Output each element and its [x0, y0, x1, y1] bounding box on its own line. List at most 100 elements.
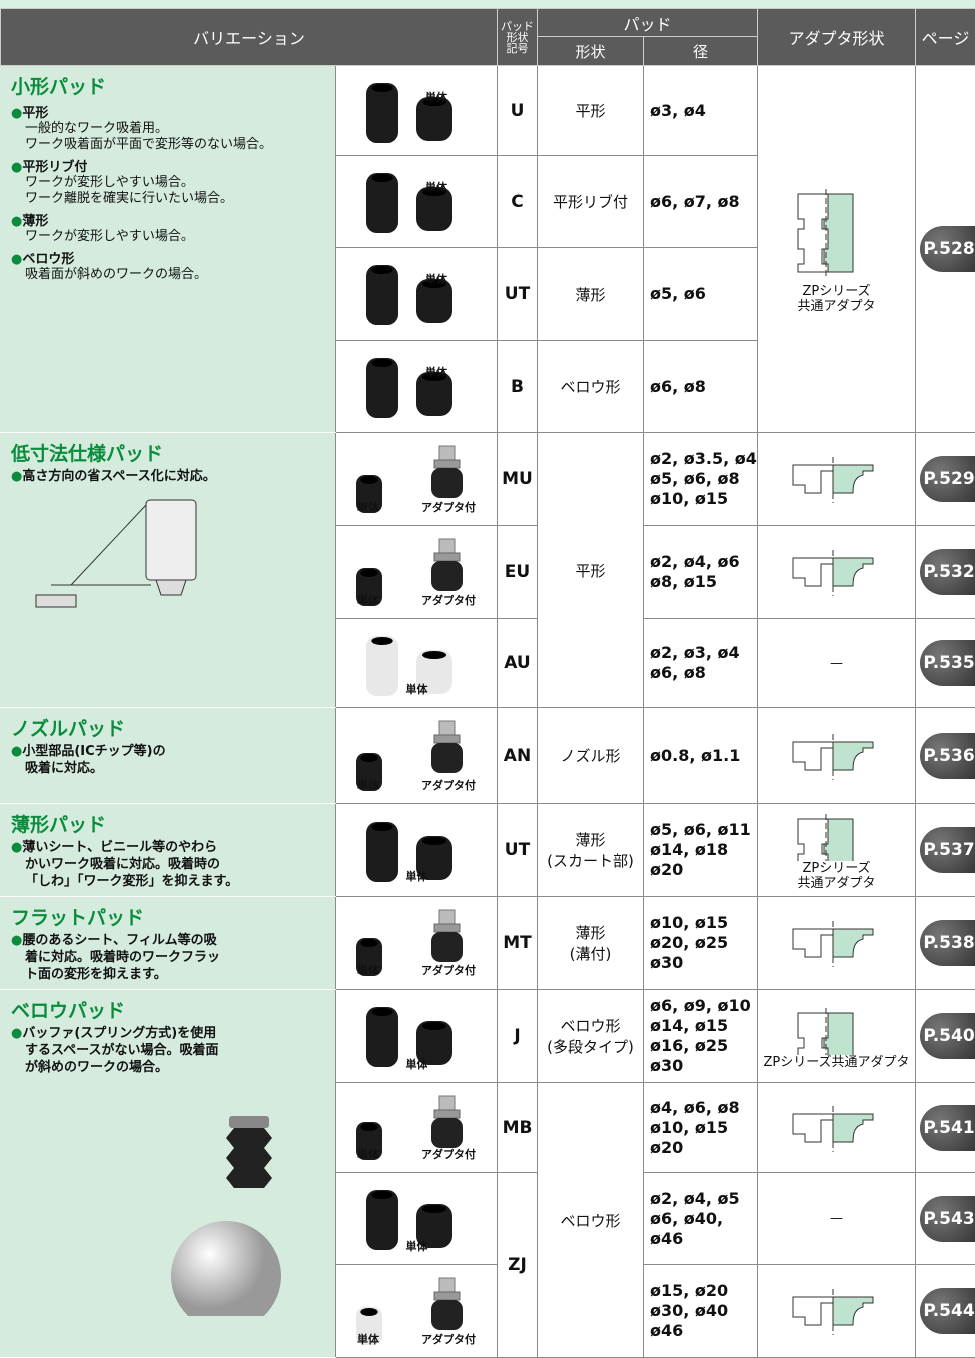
image-cell: 単体	[336, 619, 498, 708]
item-desc: 吸着面が斜めのワークの場合。	[11, 267, 325, 283]
diameter-line: ø5, ø6	[650, 284, 757, 304]
image-box: 単体	[336, 75, 497, 147]
desc-line: 一般的なワーク吸着用。	[25, 121, 325, 137]
image-labels: 単体	[336, 271, 497, 287]
page-badge: P.541	[920, 1105, 975, 1151]
image-cell: 単体アダプタ付	[336, 708, 498, 804]
pad-image	[336, 350, 496, 424]
image-labels: 単体	[336, 179, 497, 195]
image-box: 単体	[336, 814, 497, 886]
image-box: 単体アダプタ付	[336, 442, 497, 517]
image-label: 単体	[357, 1146, 379, 1162]
image-labels: 単体	[336, 364, 497, 380]
adapter-drawing	[758, 809, 908, 861]
diameter-line: ø30	[650, 1056, 757, 1076]
image-label: アダプタ付	[421, 499, 476, 515]
pad-image	[336, 257, 496, 332]
diameter-line: ø0.8, ø1.1	[650, 746, 757, 766]
page-badge: P.544	[920, 1288, 975, 1334]
group-desc: 高さ方向の省スペース化に対応。	[11, 468, 325, 485]
shape-cell: 平形	[538, 66, 644, 156]
image-label: 単体	[425, 89, 447, 105]
image-cell: 単体アダプタ付	[336, 526, 498, 619]
group-title: ノズルパッド	[11, 714, 325, 741]
variation-table: バリエーション パッド形状記号 パッド アダプタ形状 ページ 形状 径 小形パッ…	[0, 8, 975, 1358]
shape-cell: 薄形	[538, 248, 644, 341]
diameter-line: ø16, ø25	[650, 1036, 757, 1056]
table-body: 小形パッド平形一般的なワーク吸着用。ワーク吸着面が平面で変形等のない場合。平形リ…	[1, 66, 975, 1358]
header-code: パッド形状記号	[498, 9, 538, 66]
diameter-line: ø6, ø7, ø8	[650, 192, 757, 212]
desc-line: 着に対応。吸着時のワークフラッ	[11, 949, 325, 966]
table-row: ノズルパッド小型部品(ICチップ等)の吸着に対応。単体アダプタ付ANノズル形ø0…	[1, 708, 975, 804]
shape-line: 平形	[538, 100, 643, 121]
page-cell: P.535	[916, 619, 975, 708]
illustration	[11, 1076, 311, 1316]
adapter-drawing	[758, 1003, 908, 1055]
code-cell: EU	[498, 526, 538, 619]
diameter-cell: ø6, ø8	[644, 341, 758, 433]
diameter-line: ø15, ø20	[650, 1281, 757, 1301]
page-badge: P.543	[920, 1196, 975, 1242]
image-cell: 単体	[336, 248, 498, 341]
group-cell: フラットパッド腰のあるシート、フィルム等の吸着に対応。吸着時のワークフラット面の…	[1, 897, 336, 990]
page-badge: P.536	[920, 733, 975, 779]
page-badge: P.537	[920, 827, 975, 873]
group-cell: ベロウパッドバッファ(スプリング方式)を使用するスペースがない場合。吸着面が斜め…	[1, 990, 336, 1358]
image-box: 単体アダプタ付	[336, 906, 497, 980]
image-label: 単体	[425, 271, 447, 287]
shape-line: 薄形	[538, 922, 643, 943]
item-desc: 一般的なワーク吸着用。ワーク吸着面が平面で変形等のない場合。	[11, 121, 325, 153]
image-cell: 単体	[336, 66, 498, 156]
diameter-line: ø46	[650, 1321, 757, 1341]
code-cell: ZJ	[498, 1173, 538, 1358]
image-label: 単体	[406, 1238, 428, 1254]
group-cell: 小形パッド平形一般的なワーク吸着用。ワーク吸着面が平面で変形等のない場合。平形リ…	[1, 66, 336, 433]
image-box: 単体	[336, 1182, 497, 1256]
shape-line: 平形	[538, 560, 643, 581]
image-label: 単体	[406, 1056, 428, 1072]
desc-line: 吸着に対応。	[11, 760, 325, 777]
desc-line: 腰のあるシート、フィルム等の吸	[11, 932, 325, 949]
desc-line: バッファ(スプリング方式)を使用	[11, 1025, 325, 1042]
table-row: 薄形パッド薄いシート、ビニール等のやわらかいワーク吸着に対応。吸着時の「しわ」「…	[1, 804, 975, 897]
shape-line: (多段タイプ)	[538, 1036, 643, 1057]
item-name: 平形リブ付	[11, 156, 325, 175]
diameter-line: ø6, ø8	[650, 663, 757, 683]
image-label: アダプタ付	[421, 592, 476, 608]
group-title: 小形パッド	[11, 72, 325, 99]
image-labels: 単体アダプタ付	[336, 777, 497, 793]
diameter-line: ø5, ø6, ø11	[650, 820, 757, 840]
header-diameter: 径	[644, 37, 758, 66]
image-label: アダプタ付	[421, 777, 476, 793]
shape-cell: ベロウ形	[538, 1083, 644, 1358]
diameter-line: ø6, ø40, ø46	[650, 1209, 757, 1249]
adapter-cell	[758, 897, 916, 990]
diameter-cell: ø3, ø4	[644, 66, 758, 156]
code-cell: UT	[498, 248, 538, 341]
code-cell: UT	[498, 804, 538, 897]
image-label: 単体	[357, 1331, 379, 1347]
code-cell: MB	[498, 1083, 538, 1173]
diameter-line: ø14, ø15	[650, 1016, 757, 1036]
header-line: パッド	[498, 21, 537, 32]
shape-line: (溝付)	[538, 943, 643, 964]
diameter-line: ø10, ø15	[650, 913, 757, 933]
page-cell: P.536	[916, 708, 975, 804]
image-cell: 単体	[336, 156, 498, 248]
page-cell: P.538	[916, 897, 975, 990]
diameter-line: ø10, ø15	[650, 1118, 757, 1138]
illustration	[11, 485, 311, 625]
adapter-drawing	[758, 1102, 908, 1154]
adapter-text: 共通アダプタ	[758, 299, 915, 314]
diameter-line: ø2, ø3.5, ø4	[650, 449, 757, 469]
adapter-cell: —	[758, 1173, 916, 1265]
pad-image	[336, 165, 496, 239]
shape-line: ベロウ形	[538, 1210, 643, 1231]
shape-cell: 平形リブ付	[538, 156, 644, 248]
